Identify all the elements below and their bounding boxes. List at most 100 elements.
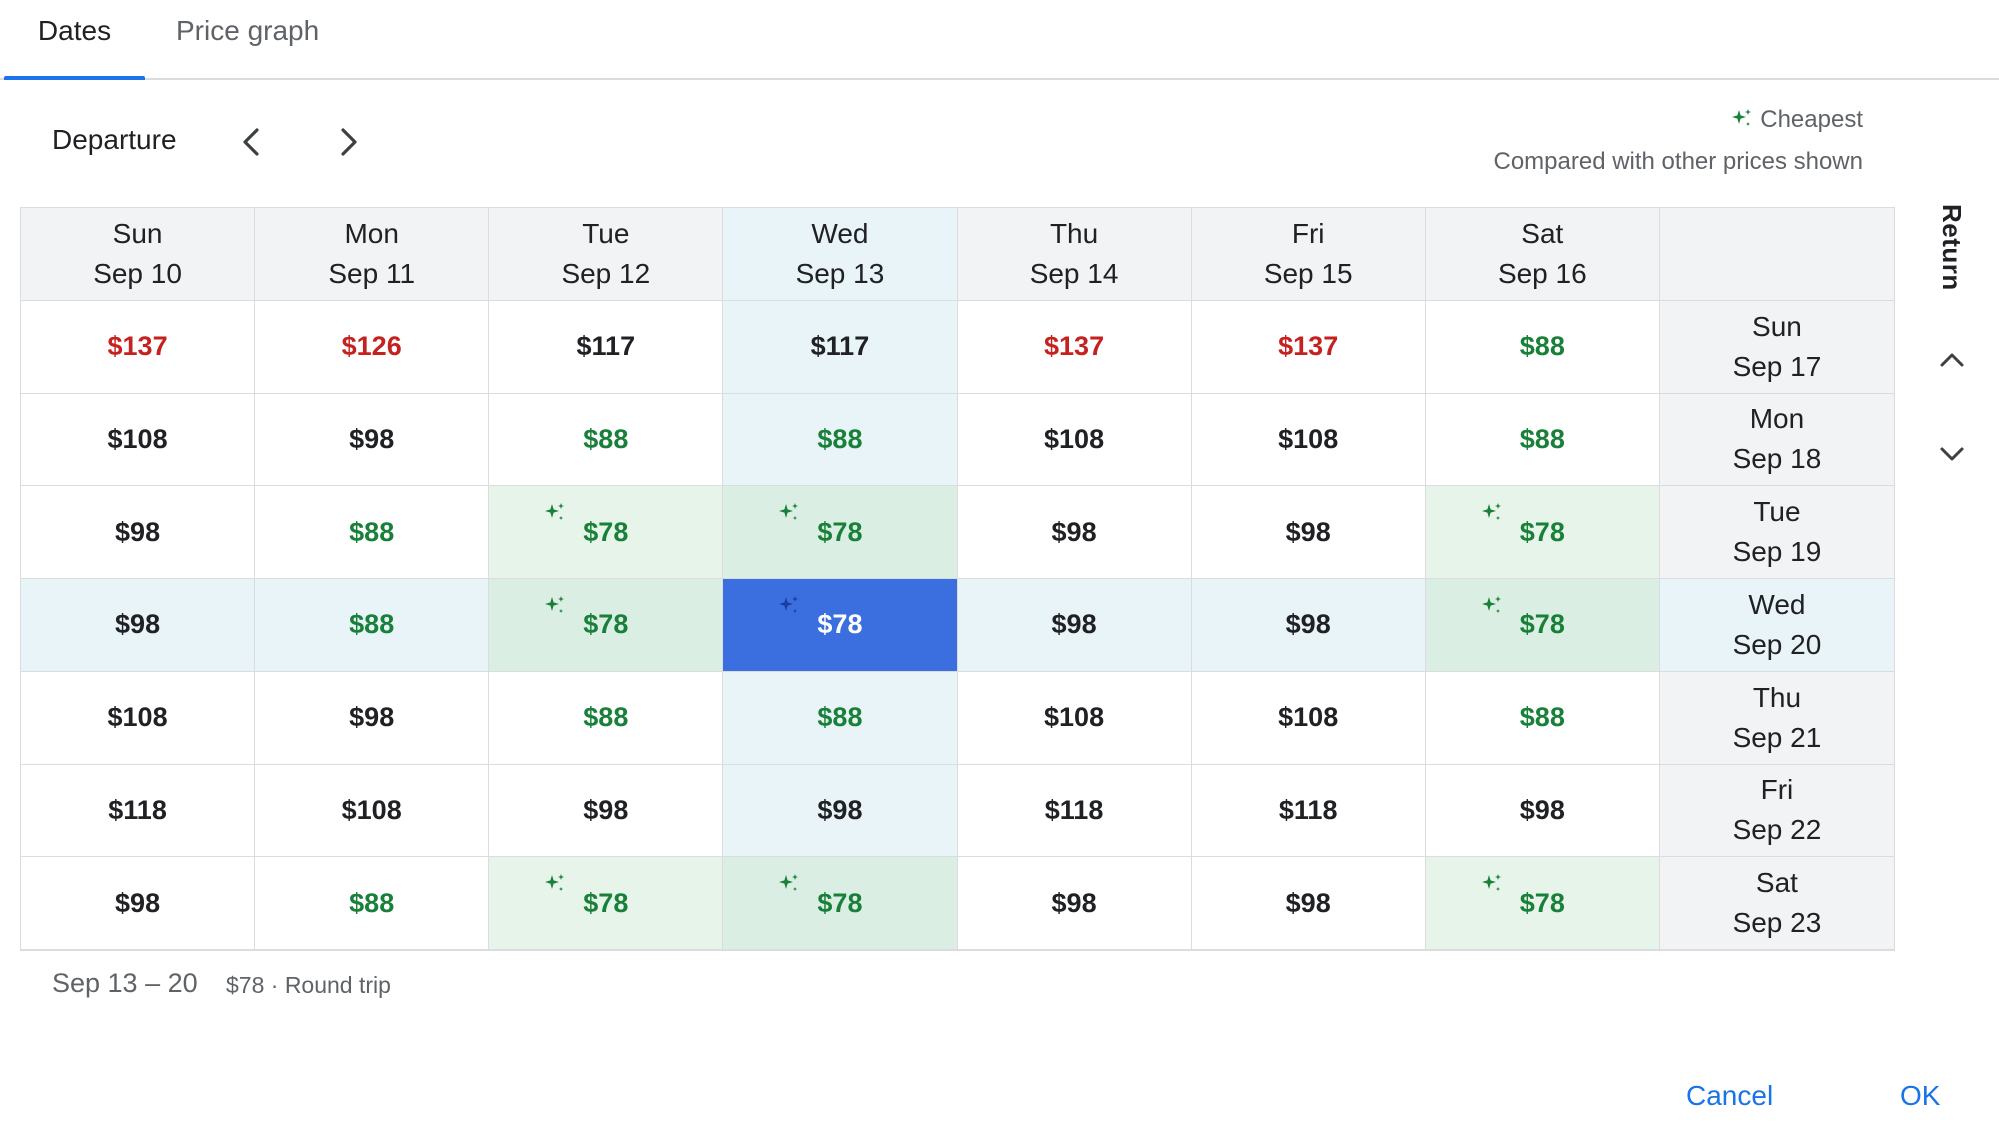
price-value: $88: [817, 423, 863, 454]
tab-price-graph[interactable]: Price graph: [176, 15, 320, 46]
price-cell[interactable]: $98: [255, 671, 490, 765]
return-date-header: Sun Sep 17: [1659, 300, 1894, 394]
sparkle-icon: [545, 503, 565, 521]
price-value: $78: [583, 887, 629, 918]
cancel-button[interactable]: Cancel: [1686, 1080, 1774, 1111]
previous-return-week-button[interactable]: [1932, 340, 1972, 380]
sparkle-icon: [1481, 596, 1501, 613]
header-day: Tue: [1753, 496, 1801, 528]
price-cell[interactable]: $98: [255, 393, 490, 487]
sparkle-icon: [779, 874, 799, 892]
price-cell[interactable]: $78: [723, 857, 958, 950]
price-cell[interactable]: $98: [489, 764, 724, 858]
price-value: $126: [341, 331, 402, 362]
return-label: Return: [1937, 204, 1967, 291]
previous-week-button[interactable]: [228, 118, 276, 166]
price-cell[interactable]: $88: [723, 393, 958, 487]
price-value: $88: [1519, 423, 1565, 454]
price-cell-selected[interactable]: $78: [723, 579, 958, 672]
price-cell[interactable]: $78: [489, 486, 724, 579]
sparkle-icon: [1481, 503, 1501, 521]
price-cell[interactable]: $88: [489, 671, 724, 765]
price-value: $98: [817, 794, 863, 825]
next-return-week-button[interactable]: [1932, 434, 1972, 474]
price-cell[interactable]: $88: [255, 486, 490, 579]
price-value: $118: [1044, 794, 1104, 825]
price-cell[interactable]: $98: [21, 579, 256, 672]
price-cell[interactable]: $78: [1425, 579, 1660, 672]
price-cell[interactable]: $88: [255, 857, 490, 950]
price-value: $88: [349, 516, 395, 547]
ok-button[interactable]: OK: [1900, 1080, 1941, 1111]
price-cell[interactable]: $118: [957, 764, 1192, 858]
return-date-header: Tue Sep 19: [1659, 486, 1894, 579]
price-cell[interactable]: $88: [489, 393, 724, 487]
price-cell[interactable]: $78: [489, 857, 724, 950]
price-cell[interactable]: $137: [957, 300, 1192, 394]
price-cell[interactable]: $78: [489, 579, 724, 672]
price-cell[interactable]: $126: [255, 300, 490, 394]
price-cell[interactable]: $108: [1191, 393, 1426, 487]
header-day: Sun: [112, 217, 163, 249]
price-value: $108: [1278, 702, 1339, 733]
return-date-header: Mon Sep 18: [1659, 393, 1894, 487]
price-value: $88: [583, 702, 629, 733]
price-cell[interactable]: $98: [957, 857, 1192, 950]
price-cell[interactable]: $118: [1191, 764, 1426, 858]
price-cell[interactable]: $108: [957, 393, 1192, 487]
price-cell[interactable]: $108: [957, 671, 1192, 765]
price-value: $108: [107, 423, 168, 454]
price-value: $98: [583, 794, 629, 825]
price-cell[interactable]: $88: [723, 671, 958, 765]
header-date: Sep 15: [1263, 257, 1353, 289]
header-date: Sep 17: [1732, 350, 1822, 382]
price-value: $117: [810, 331, 870, 362]
price-cell[interactable]: $98: [1191, 579, 1426, 672]
price-value: $98: [1519, 794, 1565, 825]
price-cell[interactable]: $137: [21, 300, 256, 394]
price-value: $117: [576, 331, 636, 362]
departure-date-header: Wed Sep 13: [723, 208, 958, 301]
price-cell[interactable]: $108: [21, 393, 256, 487]
return-date-header: Sat Sep 23: [1659, 857, 1894, 950]
next-week-button[interactable]: [324, 118, 372, 166]
sparkle-icon: [545, 596, 565, 613]
price-cell[interactable]: $98: [21, 486, 256, 579]
price-cell[interactable]: $78: [1425, 857, 1660, 950]
header-date: Sep 12: [561, 257, 651, 289]
price-value: $78: [817, 887, 863, 918]
price-cell[interactable]: $78: [1425, 486, 1660, 579]
price-cell[interactable]: $98: [1425, 764, 1660, 858]
price-cell[interactable]: $118: [21, 764, 256, 858]
price-cell[interactable]: $108: [1191, 671, 1426, 765]
price-cell[interactable]: $108: [255, 764, 490, 858]
header-day: Sat: [1521, 217, 1564, 249]
header-day: Thu: [1752, 681, 1802, 713]
price-cell[interactable]: $117: [489, 300, 724, 394]
tab-dates[interactable]: Dates: [4, 0, 145, 80]
price-cell[interactable]: $88: [255, 579, 490, 672]
price-value: $98: [349, 423, 395, 454]
price-cell[interactable]: $98: [1191, 486, 1426, 579]
price-value: $98: [1285, 887, 1331, 918]
price-cell[interactable]: $88: [1425, 393, 1660, 487]
price-cell[interactable]: $98: [957, 579, 1192, 672]
price-cell[interactable]: $88: [1425, 300, 1660, 394]
departure-date-header: Thu Sep 14: [957, 208, 1192, 301]
price-cell[interactable]: $108: [21, 671, 256, 765]
price-cell[interactable]: $117: [723, 300, 958, 394]
price-cell[interactable]: $98: [723, 764, 958, 858]
header-date: Sep 19: [1732, 536, 1822, 568]
sparkle-icon: [779, 503, 799, 521]
selected-dates: Sep 13 – 20: [52, 968, 198, 998]
price-value: $98: [115, 609, 161, 640]
cheapest-legend: Cheapest: [1730, 106, 1863, 134]
price-cell[interactable]: $88: [1425, 671, 1660, 765]
price-cell[interactable]: $137: [1191, 300, 1426, 394]
price-cell[interactable]: $98: [21, 857, 256, 950]
price-cell[interactable]: $78: [723, 486, 958, 579]
chevron-up-icon: [1940, 353, 1964, 367]
price-cell[interactable]: $98: [1191, 857, 1426, 950]
price-cell[interactable]: $98: [957, 486, 1192, 579]
departure-date-header: Sun Sep 10: [21, 208, 256, 301]
